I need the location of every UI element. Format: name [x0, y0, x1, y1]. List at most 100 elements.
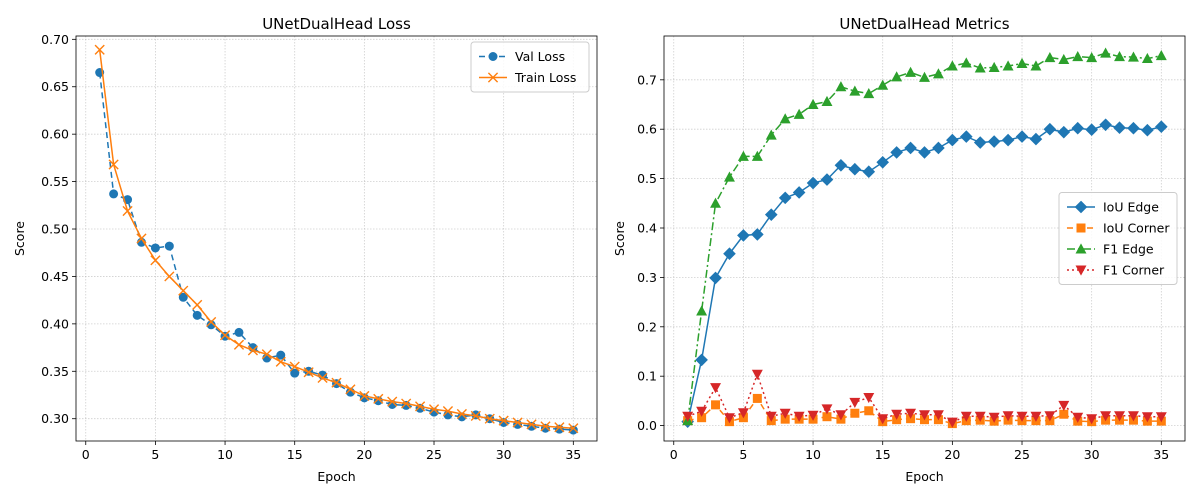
series-f1-corner — [682, 369, 1167, 428]
y-tick-label: 0.55 — [41, 174, 69, 189]
data-point-train-loss — [178, 285, 189, 296]
data-point-iou-edge — [751, 228, 764, 241]
data-point-train-loss — [247, 345, 259, 356]
data-point-f1-corner — [946, 417, 958, 428]
data-point-f1-corner — [1155, 412, 1167, 423]
data-point-f1-edge — [919, 71, 930, 82]
data-point-f1-corner — [1030, 411, 1042, 422]
data-point-val-loss — [276, 350, 286, 360]
legend-label-iou-edge: IoU Edge — [1103, 200, 1159, 215]
data-point-train-loss — [484, 413, 495, 424]
data-point-train-loss — [206, 316, 217, 328]
data-point-f1-edge — [696, 305, 708, 316]
data-point-iou-edge — [709, 271, 722, 285]
series-train-loss — [94, 44, 579, 434]
data-point-f1-edge — [863, 88, 875, 99]
data-point-f1-corner — [891, 409, 903, 420]
legend-label-iou-corner: IoU Corner — [1103, 221, 1170, 236]
x-tick-label: 25 — [426, 447, 442, 462]
data-point-train-loss — [192, 299, 203, 310]
data-point-train-loss — [428, 404, 440, 415]
y-tick-label: 0.2 — [637, 319, 657, 334]
x-tick-label: 15 — [287, 447, 303, 462]
axes-frame — [75, 35, 598, 442]
data-point-iou-edge — [987, 135, 1001, 148]
data-point-f1-corner — [849, 397, 861, 409]
x-tick-label: 0 — [670, 447, 678, 462]
data-point-f1-corner — [932, 410, 944, 421]
data-point-f1-corner — [1141, 412, 1153, 423]
data-point-iou-corner — [711, 400, 721, 410]
data-point-iou-edge — [1099, 118, 1112, 132]
y-tick-label: 0.35 — [41, 364, 69, 379]
x-axis-label: Epoch — [905, 469, 943, 484]
data-point-train-loss — [512, 417, 523, 428]
data-point-train-loss — [554, 422, 565, 433]
data-point-f1-edge — [1086, 51, 1098, 63]
data-point-train-loss — [261, 349, 272, 360]
data-point-f1-corner — [919, 410, 930, 421]
data-point-iou-edge — [806, 176, 820, 190]
data-point-val-loss — [178, 292, 188, 302]
data-point-iou-edge — [1029, 132, 1043, 146]
data-point-train-loss — [317, 372, 328, 384]
data-point-f1-edge — [1030, 60, 1042, 71]
data-point-f1-edge — [1072, 50, 1084, 62]
data-point-val-loss — [164, 241, 174, 251]
x-tick-label: 5 — [739, 447, 747, 462]
data-point-f1-edge — [779, 113, 791, 124]
data-point-f1-corner — [1100, 411, 1112, 422]
data-point-train-loss — [219, 330, 231, 341]
data-point-f1-edge — [960, 57, 972, 68]
data-point-iou-edge — [890, 146, 903, 159]
legend-label-train-loss: Train Loss — [514, 70, 576, 85]
data-point-f1-corner — [1002, 411, 1014, 422]
data-point-f1-corner — [710, 383, 722, 394]
data-point-f1-corner — [1086, 414, 1098, 425]
data-point-train-loss — [498, 415, 509, 426]
data-point-train-loss — [456, 408, 467, 420]
data-point-iou-edge — [932, 141, 945, 155]
data-point-iou-corner — [752, 393, 762, 403]
data-point-f1-corner — [960, 411, 972, 422]
data-point-f1-edge — [1058, 53, 1070, 65]
data-point-f1-edge — [724, 171, 735, 182]
data-point-iou-edge — [764, 208, 778, 221]
legend-box — [1058, 192, 1178, 285]
x-tick-label: 20 — [356, 447, 372, 462]
data-point-f1-edge — [946, 60, 958, 71]
data-point-f1-edge — [1044, 51, 1056, 63]
loss-chart: 0 5 10 15 20 25 30 35 0.30 0.35 0.40 0.45 0.50 0.55 0.… — [12, 15, 598, 484]
data-point-train-loss — [136, 233, 147, 244]
y-tick-label: 0.5 — [637, 171, 657, 186]
data-point-train-loss — [442, 406, 454, 417]
data-point-train-loss — [401, 398, 412, 409]
x-tick-label: 30 — [1084, 447, 1100, 462]
data-point-val-loss — [234, 327, 244, 337]
data-point-f1-corner — [835, 410, 847, 421]
data-point-iou-edge — [876, 155, 890, 169]
data-point-f1-edge — [1100, 47, 1112, 58]
data-point-f1-corner — [1114, 411, 1125, 422]
data-point-train-loss — [526, 419, 537, 430]
y-tick-label: 0.4 — [637, 221, 657, 236]
data-point-f1-corner — [1016, 411, 1028, 422]
data-point-iou-edge — [778, 191, 792, 205]
data-point-iou-edge — [820, 173, 834, 186]
data-point-f1-corner — [807, 410, 819, 421]
data-point-f1-edge — [1155, 49, 1167, 61]
data-point-f1-edge — [821, 95, 833, 107]
data-point-iou-edge — [723, 247, 736, 260]
data-point-f1-corner — [696, 406, 708, 417]
data-point-f1-corner — [779, 408, 791, 419]
x-axis-label: Epoch — [317, 469, 355, 484]
data-point-val-loss — [192, 310, 202, 320]
data-point-train-loss — [345, 384, 356, 395]
data-point-f1-corner — [1072, 412, 1084, 423]
data-point-f1-corner — [765, 411, 777, 422]
data-point-f1-edge — [1141, 52, 1153, 64]
data-point-iou-edge — [1155, 120, 1168, 134]
data-point-train-loss — [122, 205, 133, 217]
data-point-f1-corner — [1058, 400, 1070, 411]
chart-title: UNetDualHead Loss — [262, 15, 411, 33]
